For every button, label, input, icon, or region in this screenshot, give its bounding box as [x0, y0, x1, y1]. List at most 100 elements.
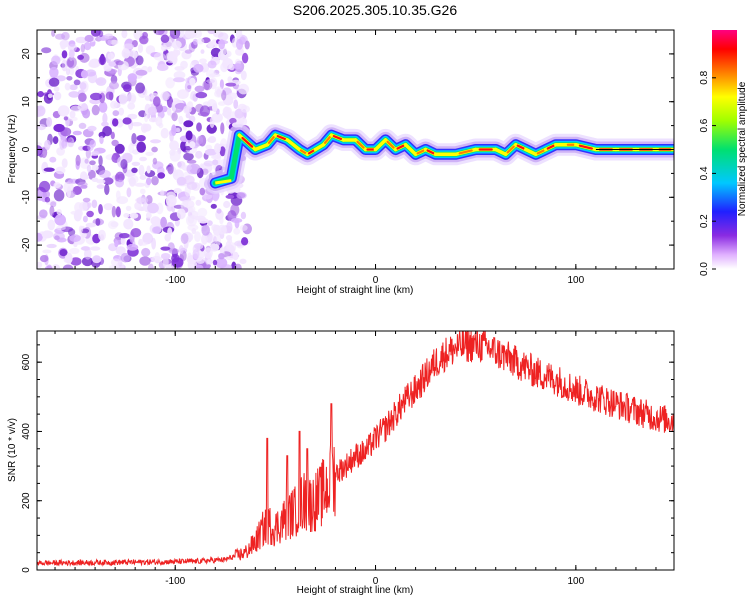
noise-blob — [129, 212, 139, 219]
noise-blob — [183, 105, 190, 115]
noise-blob — [189, 196, 196, 201]
noise-blob — [96, 179, 106, 184]
noise-blob — [126, 243, 139, 251]
x-tick-label: 0 — [373, 576, 379, 587]
noise-blob — [219, 216, 224, 225]
ridge-peak — [546, 144, 555, 150]
noise-blob — [37, 124, 46, 131]
noise-blob — [240, 211, 247, 220]
noise-blob — [37, 105, 46, 117]
noise-blob — [199, 187, 206, 196]
noise-blob — [107, 52, 115, 60]
ridge-peak — [578, 144, 593, 150]
noise-blob — [153, 96, 161, 107]
noise-blob — [160, 91, 170, 101]
noise-blob — [234, 108, 244, 119]
noise-blob — [98, 155, 103, 167]
noise-blob — [88, 60, 100, 68]
noise-blob — [188, 205, 196, 213]
ridge-peak — [416, 149, 425, 155]
noise-blob — [239, 258, 247, 264]
noise-blob — [204, 247, 213, 259]
noise-blob — [130, 228, 142, 238]
colorbar-tick-label: 0.6 — [699, 118, 710, 132]
noise-blob — [166, 107, 172, 116]
noise-blob — [193, 264, 204, 269]
noise-blob — [239, 224, 248, 231]
noise-blob — [139, 35, 149, 45]
noise-blob — [37, 232, 43, 242]
noise-blob — [208, 136, 217, 143]
noise-blob — [178, 245, 184, 254]
noise-blob — [189, 141, 196, 149]
noise-blob — [207, 220, 213, 226]
ridge-peak — [299, 149, 307, 155]
noise-blob — [96, 184, 105, 189]
noise-blob — [211, 112, 223, 123]
y-tick-label: 10 — [21, 96, 32, 108]
noise-blob — [199, 58, 207, 64]
noise-blob — [114, 143, 125, 154]
noise-blob — [230, 218, 243, 223]
noise-blob — [73, 79, 81, 86]
noise-blob — [144, 111, 149, 123]
noise-blob — [55, 33, 66, 40]
noise-blob — [175, 127, 181, 133]
ridge-peak — [356, 140, 365, 149]
noise-blob — [186, 163, 198, 175]
noise-blob — [46, 264, 53, 269]
noise-blob — [141, 247, 151, 257]
noise-blob — [187, 224, 199, 231]
noise-blob — [167, 163, 174, 175]
noise-blob — [195, 91, 208, 99]
noise-blob — [137, 44, 144, 53]
noise-blob — [110, 39, 119, 45]
noise-blob — [126, 187, 132, 198]
noise-blob — [54, 214, 66, 226]
noise-blob — [107, 39, 112, 45]
ridge-peak — [376, 140, 385, 149]
y-tick-label: 20 — [21, 48, 32, 60]
y-tick-label: -20 — [21, 237, 32, 252]
noise-blob — [178, 115, 184, 125]
noise-blob — [220, 122, 225, 135]
ridge-peak — [332, 135, 343, 141]
noise-blob — [111, 139, 119, 147]
noise-blob — [59, 249, 68, 257]
noise-blob — [98, 170, 111, 179]
noise-blob — [104, 183, 110, 196]
noise-blob — [236, 191, 247, 199]
noise-blob — [80, 174, 90, 180]
noise-blob — [240, 105, 250, 113]
noise-blob — [147, 106, 157, 116]
noise-blob — [207, 30, 216, 35]
noise-blob — [41, 47, 52, 54]
noise-blob — [77, 54, 84, 60]
noise-blob — [110, 100, 118, 109]
noise-blob — [46, 243, 57, 249]
noise-blob — [214, 143, 221, 154]
noise-blob — [147, 263, 154, 269]
noise-blob — [206, 258, 213, 265]
noise-blob — [54, 235, 60, 240]
noise-blob — [127, 92, 137, 104]
ridge-peak — [215, 179, 232, 185]
noise-blob — [186, 159, 197, 164]
noise-blob — [127, 174, 139, 185]
noise-blob — [86, 164, 92, 173]
noise-blob — [173, 77, 185, 83]
noise-blob — [53, 189, 65, 202]
noise-blob — [214, 86, 223, 95]
noise-blob — [207, 234, 218, 245]
noise-blob — [69, 234, 81, 242]
noise-blob — [222, 58, 234, 70]
noise-blob — [233, 99, 239, 109]
noise-blob — [68, 91, 80, 98]
noise-blob — [160, 189, 165, 197]
noise-blob — [205, 144, 213, 150]
noise-blob — [118, 233, 130, 239]
noise-blob — [134, 182, 146, 187]
x-tick-label: -100 — [165, 576, 185, 587]
noise-blob — [139, 156, 148, 162]
